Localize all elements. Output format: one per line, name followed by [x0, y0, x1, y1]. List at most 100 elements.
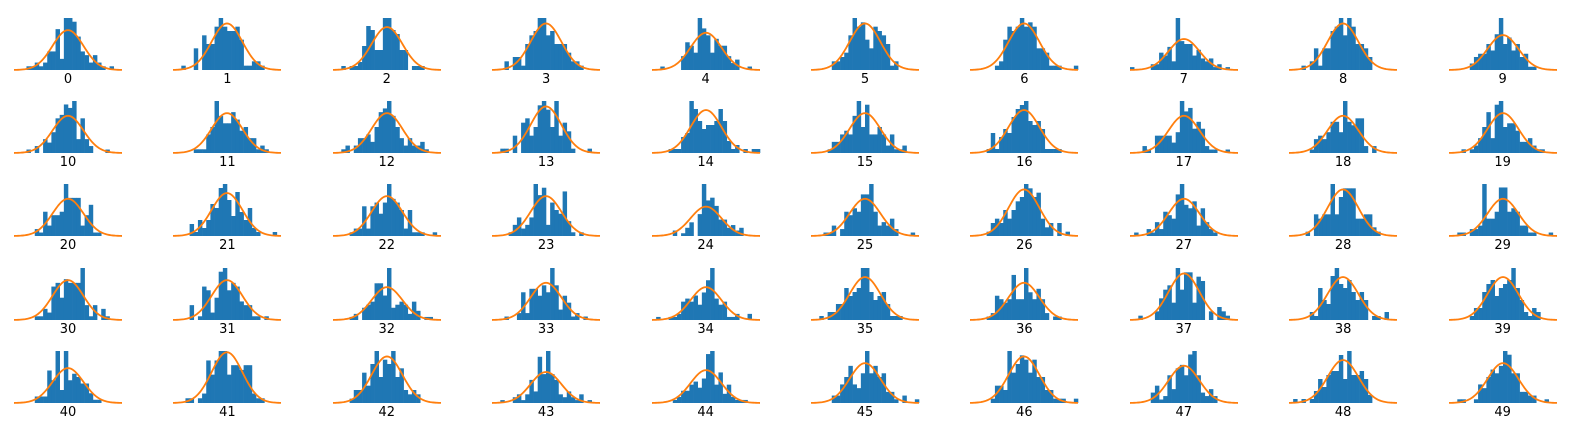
- histogram-bar: [571, 61, 576, 70]
- histogram-bar: [1208, 310, 1214, 320]
- histogram-bar: [1322, 214, 1327, 237]
- histogram-bar: [1057, 398, 1063, 403]
- histogram-plot: [1129, 267, 1238, 321]
- histogram-bar: [235, 364, 241, 403]
- normal-density-curve: [492, 281, 601, 321]
- histogram-bar: [38, 66, 44, 70]
- histogram-bar: [1158, 135, 1164, 154]
- histogram-bar: [1519, 142, 1524, 154]
- histogram-bar: [1531, 145, 1537, 154]
- histogram-bar: [701, 184, 706, 237]
- histogram-panel: 17: [1129, 91, 1238, 174]
- histogram-bar: [1473, 145, 1478, 154]
- histogram-plot: [13, 18, 123, 71]
- histogram-bar: [219, 18, 224, 70]
- histogram-bar: [1007, 219, 1013, 237]
- histogram-bar: [1049, 149, 1054, 154]
- histogram-bar: [827, 232, 833, 237]
- histogram-bar: [101, 308, 106, 320]
- histogram-bar: [1531, 395, 1537, 403]
- histogram-bar: [1217, 306, 1222, 320]
- histogram-bar: [525, 312, 530, 320]
- histogram-bar: [1330, 184, 1336, 237]
- normal-density-curve: [1289, 358, 1398, 404]
- histogram-bar: [1481, 291, 1487, 320]
- histogram-bar: [1196, 49, 1201, 70]
- histogram-bar: [718, 219, 723, 237]
- normal-density-curve: [1448, 198, 1557, 238]
- histogram-bar: [248, 304, 253, 320]
- histogram-bar: [1049, 223, 1054, 237]
- histogram-bar: [1183, 375, 1189, 403]
- histogram-bar: [747, 313, 752, 320]
- histogram-bar: [1036, 48, 1042, 70]
- histogram-bar: [382, 359, 388, 403]
- histogram-bar: [38, 396, 44, 403]
- histogram-bar: [566, 302, 572, 320]
- histogram-bar: [382, 18, 388, 70]
- histogram-bar: [357, 389, 363, 403]
- histogram-bar: [680, 137, 686, 154]
- histogram-bar: [1309, 149, 1315, 154]
- histogram-bar: [831, 61, 837, 70]
- histogram-bar: [881, 291, 887, 320]
- histogram-bar: [1163, 55, 1168, 70]
- histogram-bar: [403, 389, 408, 403]
- histogram-bar: [546, 35, 551, 70]
- histogram-bar: [865, 194, 870, 237]
- histogram-bar: [1187, 271, 1193, 320]
- histogram-bar: [1032, 197, 1038, 237]
- histogram-bar: [1204, 61, 1210, 70]
- panel-label: 34: [697, 321, 714, 337]
- histogram-bar: [1057, 149, 1063, 154]
- histogram-bar: [68, 198, 73, 237]
- histogram-bar: [1510, 50, 1516, 70]
- histogram-bar: [835, 395, 841, 403]
- histogram-bar: [558, 135, 564, 154]
- histogram-bar: [1485, 376, 1491, 403]
- histogram-panel: 38: [1289, 258, 1398, 341]
- histogram-bar: [1003, 210, 1009, 237]
- histogram-bar: [407, 138, 413, 154]
- panel-label: 42: [378, 404, 396, 420]
- histogram-bar: [676, 149, 681, 154]
- histogram-bar: [1045, 312, 1050, 320]
- histogram-bar: [206, 134, 212, 154]
- histogram-bar: [43, 308, 48, 320]
- histogram-bar: [428, 316, 433, 320]
- histogram-bar: [873, 365, 878, 403]
- histogram-bar: [1163, 212, 1168, 237]
- histogram-panel: 10: [13, 91, 123, 174]
- histogram-bar: [1196, 276, 1201, 320]
- histogram-bar: [1384, 311, 1390, 320]
- histogram-bar: [1032, 298, 1038, 320]
- histogram-bar: [76, 139, 81, 154]
- histogram-bar: [1041, 219, 1046, 237]
- histogram-bar: [88, 205, 94, 237]
- histogram-bar: [1347, 188, 1352, 237]
- histogram-bar: [1343, 287, 1348, 320]
- histogram-bar: [902, 145, 907, 154]
- histogram-bar: [1175, 132, 1180, 154]
- histogram-bar: [1309, 398, 1315, 403]
- histogram-bar: [76, 198, 81, 237]
- histogram-bar: [366, 134, 371, 154]
- histogram-bar: [382, 295, 388, 320]
- histogram-bar: [1305, 232, 1311, 237]
- histogram-bar: [370, 301, 375, 320]
- normal-density-curve: [810, 198, 920, 238]
- histogram-bar: [865, 104, 870, 154]
- histogram-bar: [587, 148, 593, 154]
- histogram-bar: [1339, 354, 1344, 403]
- histogram-bar: [566, 52, 572, 70]
- histogram-bar: [1200, 58, 1205, 70]
- histogram-bar: [1368, 57, 1373, 70]
- histogram-bar: [1011, 274, 1017, 320]
- histogram-panel: 41: [173, 341, 282, 424]
- panel-label: 10: [59, 155, 77, 171]
- histogram-plot: [332, 267, 441, 321]
- histogram-bar: [995, 149, 1000, 154]
- histogram-bar: [705, 279, 711, 320]
- panel-label: 28: [1334, 238, 1352, 254]
